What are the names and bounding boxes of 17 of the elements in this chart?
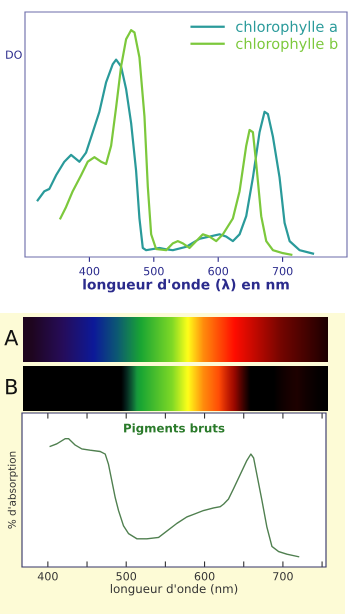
x-axis-title: longueur d'onde (nm)	[110, 584, 238, 596]
x-tick-label: 700	[273, 572, 293, 580]
x-tick-label: 600	[194, 572, 214, 580]
legend-label: chlorophylle a	[236, 20, 337, 35]
x-tick-label: 700	[272, 266, 292, 276]
text: B	[6, 379, 17, 394]
x-tick-label: 600	[208, 266, 228, 276]
legend-label: chlorophylle b	[236, 38, 338, 52]
x-tick-label: 400	[38, 572, 58, 580]
y-axis-title: % d'absorption	[8, 452, 18, 529]
chart-title: Pigments bruts	[124, 423, 224, 435]
text: A	[4, 330, 18, 346]
x-axis-title: longueur d'onde (λ) en nm	[83, 278, 289, 292]
x-tick-label: 500	[144, 266, 164, 276]
y-axis-title: DO	[6, 50, 22, 59]
x-tick-label: 500	[116, 572, 136, 580]
x-tick-label: 400	[79, 266, 100, 276]
